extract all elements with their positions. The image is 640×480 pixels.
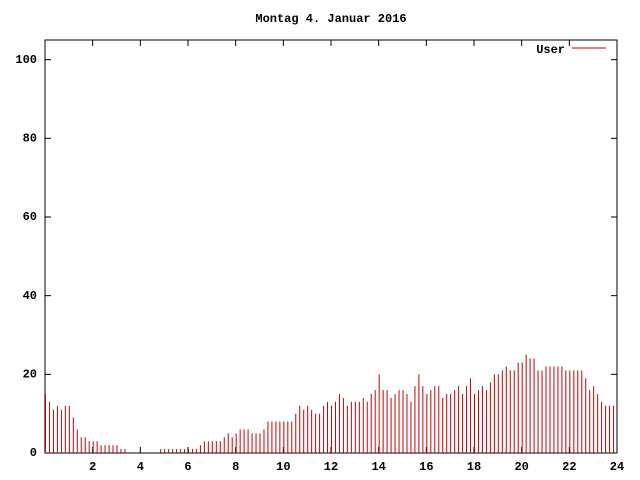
y-tick-label: 80: [23, 132, 37, 146]
x-tick-label: 20: [514, 460, 528, 474]
x-tick-label: 12: [324, 460, 338, 474]
x-tick-label: 10: [276, 460, 290, 474]
y-tick-label: 0: [30, 446, 37, 460]
y-tick-label: 60: [23, 210, 37, 224]
chart-title: Montag 4. Januar 2016: [255, 12, 406, 26]
x-tick-label: 2: [89, 460, 96, 474]
x-tick-label: 16: [419, 460, 433, 474]
y-tick-label: 40: [23, 289, 37, 303]
y-tick-label: 100: [15, 53, 37, 67]
y-tick-label: 20: [23, 368, 37, 382]
x-tick-label: 14: [371, 460, 385, 474]
x-tick-label: 24: [610, 460, 624, 474]
plot-frame: [44, 39, 618, 454]
x-tick-label: 4: [137, 460, 144, 474]
x-tick-label: 18: [467, 460, 481, 474]
x-tick-label: 22: [562, 460, 576, 474]
x-tick-label: 8: [232, 460, 239, 474]
legend-label: User: [536, 43, 565, 57]
x-tick-label: 6: [184, 460, 191, 474]
